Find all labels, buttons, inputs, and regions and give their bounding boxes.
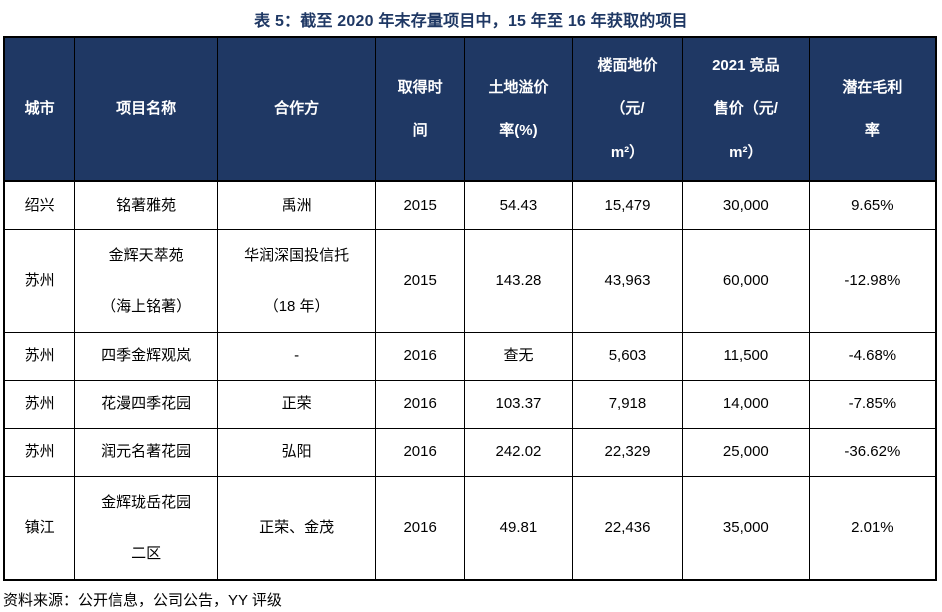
source-note: 资料来源：公开信息，公司公告，YY 评级: [3, 591, 282, 609]
cell-city: 苏州: [3, 379, 76, 429]
cell-competitor-price-2021: 35,000: [681, 475, 810, 580]
cell-partner: 禹洲: [216, 180, 377, 230]
cell-partner: 正荣: [216, 379, 377, 429]
cell-competitor-price-2021: 25,000: [681, 427, 810, 477]
cell-project-name: 润元名著花园: [74, 427, 218, 477]
cell-potential-gross-margin: -36.62%: [808, 427, 937, 477]
column-header-land-premium-rate: 土地溢价 率(%): [463, 36, 574, 182]
cell-acquisition-year: 2016: [375, 475, 465, 580]
cell-floor-land-price: 5,603: [572, 331, 683, 381]
cell-partner: 正荣、金茂: [216, 475, 377, 580]
cell-acquisition-year: 2015: [375, 180, 465, 230]
cell-potential-gross-margin: 9.65%: [808, 180, 937, 230]
table-title: 表 5：截至 2020 年末存量项目中，15 年至 16 年获取的项目: [254, 13, 688, 30]
cell-project-name: 花漫四季花园: [74, 379, 218, 429]
cell-partner: 华润深国投信托 （18 年）: [216, 228, 377, 333]
cell-city: 绍兴: [3, 180, 76, 230]
table-row: 苏州 润元名著花园 弘阳 2016 242.02 22,329 25,000 -36.62%: [3, 427, 937, 477]
table-header-row: 城市 项目名称 合作方 取得时 间土地溢价 率(%) 楼面地价 （元/ m²） 2021 …: [3, 36, 937, 182]
cell-land-premium-rate: 54.43: [463, 180, 574, 230]
cell-acquisition-year: 2016: [375, 427, 465, 477]
cell-competitor-price-2021: 14,000: [681, 379, 810, 429]
cell-competitor-price-2021: 30,000: [681, 180, 810, 230]
cell-city: 镇江: [3, 475, 76, 580]
column-header-project-name: 项目名称: [74, 36, 218, 182]
column-header-floor-land-price: 楼面地价 （元/ m²）: [572, 36, 683, 182]
cell-floor-land-price: 7,918: [572, 379, 683, 429]
cell-acquisition-year: 2016: [375, 331, 465, 381]
cell-potential-gross-margin: -4.68%: [808, 331, 937, 381]
cell-project-name: 金辉天萃苑 （海上铭著）: [74, 228, 218, 333]
cell-competitor-price-2021: 60,000: [681, 228, 810, 333]
cell-project-name: 铭著雅苑: [74, 180, 218, 230]
table-row: 苏州 花漫四季花园 正荣 2016 103.37 7,918 14,000 -7.85%: [3, 379, 937, 429]
cell-competitor-price-2021: 11,500: [681, 331, 810, 381]
cell-city: 苏州: [3, 427, 76, 477]
cell-potential-gross-margin: -12.98%: [808, 228, 937, 333]
column-header-partner: 合作方: [216, 36, 377, 182]
column-header-acquisition-year: 取得时 间: [375, 36, 465, 182]
column-header-competitor-price-2021: 2021 竞品 售价（元/ m²）: [681, 36, 810, 182]
cell-acquisition-year: 2016: [375, 379, 465, 429]
cell-potential-gross-margin: -7.85%: [808, 379, 937, 429]
table-row: 苏州 四季金辉观岚 -2016 查无 5,603 11,500 -4.68%: [3, 331, 937, 381]
cell-city: 苏州: [3, 331, 76, 381]
cell-project-name: 四季金辉观岚: [74, 331, 218, 381]
cell-land-premium-rate: 143.28: [463, 228, 574, 333]
cell-potential-gross-margin: 2.01%: [808, 475, 937, 580]
cell-floor-land-price: 43,963: [572, 228, 683, 333]
table-row: 镇江 金辉珑岳花园 二区 正荣、金茂 2016 49.81 22,436 35,000 2.0…: [3, 475, 937, 580]
cell-land-premium-rate: 49.81: [463, 475, 574, 580]
cell-floor-land-price: 22,436: [572, 475, 683, 580]
cell-partner: 弘阳: [216, 427, 377, 477]
column-header-potential-gross-margin: 潜在毛利 率: [808, 36, 937, 182]
cell-project-name: 金辉珑岳花园 二区: [74, 475, 218, 580]
cell-city: 苏州: [3, 228, 76, 333]
cell-land-premium-rate: 103.37: [463, 379, 574, 429]
cell-acquisition-year: 2015: [375, 228, 465, 333]
table-row: 苏州 金辉天萃苑 （海上铭著） 华润深国投信托 （18 年） 2015 143.28 43…: [3, 228, 937, 333]
table-row: 绍兴 铭著雅苑 禹洲 2015 54.43 15,479 30,000 9.65%: [3, 180, 937, 230]
cell-floor-land-price: 22,329: [572, 427, 683, 477]
cell-land-premium-rate: 查无: [463, 331, 574, 381]
projects-table: 城市 项目名称 合作方 取得时 间土地溢价 率(%) 楼面地价 （元/ m²） 2021 …: [3, 36, 937, 581]
column-header-city: 城市: [3, 36, 76, 182]
cell-partner: -: [216, 331, 377, 381]
cell-floor-land-price: 15,479: [572, 180, 683, 230]
cell-land-premium-rate: 242.02: [463, 427, 574, 477]
